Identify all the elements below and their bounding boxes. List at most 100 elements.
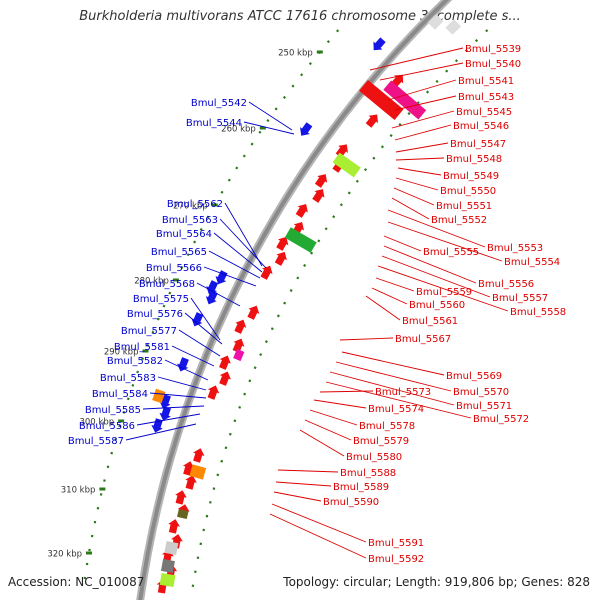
forward-label-leader [203, 266, 257, 287]
reverse-gene-label[interactable]: Bmul_5541 [458, 76, 514, 87]
reverse-gene-label[interactable]: Bmul_5546 [453, 121, 509, 132]
reverse-label-leader [377, 265, 509, 312]
forward-gene-label[interactable]: Bmul_5575 [133, 294, 189, 305]
reverse-gene-arrow [207, 385, 220, 400]
reverse-label-leader [394, 95, 457, 111]
reverse-gene-label[interactable]: Bmul_5540 [465, 59, 521, 70]
forward-gene-arrow [205, 290, 218, 305]
reverse-gene-label[interactable]: Bmul_5589 [333, 482, 389, 493]
forward-gene-label[interactable]: Bmul_5585 [85, 405, 141, 416]
scale-tick-mark [259, 126, 266, 130]
reverse-label-leader [391, 110, 455, 129]
forward-gene-label[interactable]: Bmul_5564 [156, 229, 212, 240]
forward-label-leader [164, 359, 209, 381]
reverse-gene-label[interactable]: Bmul_5578 [359, 421, 415, 432]
forward-gene-label[interactable]: Bmul_5577 [121, 326, 177, 337]
forward-gene-label[interactable]: Bmul_5542 [191, 98, 247, 109]
forward-gene-label[interactable]: Bmul_5584 [92, 389, 148, 400]
forward-gene-label[interactable]: Bmul_5581 [114, 342, 170, 353]
reverse-gene-label[interactable]: Bmul_5579 [353, 436, 409, 447]
forward-label-leader [142, 405, 205, 410]
reverse-gene-label[interactable]: Bmul_5571 [456, 401, 512, 412]
misc-feature-block [152, 388, 166, 404]
forward-gene-arrow [159, 406, 171, 421]
scale-tick-label: 310 kbp [61, 486, 96, 496]
forward-label-leader [219, 218, 267, 269]
reverse-label-leader [273, 491, 322, 502]
reverse-gene-label[interactable]: Bmul_5551 [436, 201, 492, 212]
reverse-label-leader [391, 197, 430, 220]
forward-label-leader [136, 413, 201, 426]
scale-tick-mark [172, 278, 179, 282]
reverse-gene-arrow [219, 371, 231, 386]
reverse-gene-label[interactable]: Bmul_5588 [340, 468, 396, 479]
reverse-gene-label[interactable]: Bmul_5574 [368, 404, 424, 415]
reverse-gene-arrow [219, 355, 231, 370]
reverse-gene-label[interactable]: Bmul_5547 [450, 139, 506, 150]
reverse-label-leader [277, 469, 339, 473]
reverse-gene-label[interactable]: Bmul_5554 [504, 257, 560, 268]
reverse-label-leader [371, 287, 408, 305]
reverse-gene-label[interactable]: Bmul_5558 [510, 307, 566, 318]
reverse-gene-label[interactable]: Bmul_5560 [409, 300, 465, 311]
misc-feature-block [332, 152, 361, 178]
forward-gene-arrow [215, 270, 228, 285]
forward-gene-label[interactable]: Bmul_5544 [186, 118, 242, 129]
forward-gene-label[interactable]: Bmul_5576 [127, 309, 183, 320]
reverse-label-leader [375, 277, 415, 292]
reverse-gene-label[interactable]: Bmul_5570 [453, 387, 509, 398]
forward-gene-label[interactable]: Bmul_5582 [107, 356, 163, 367]
forward-gene-label[interactable]: Bmul_5566 [146, 263, 202, 274]
reverse-gene-label[interactable]: Bmul_5545 [456, 107, 512, 118]
scale-tick-mark [99, 487, 106, 491]
reverse-gene-block [359, 79, 404, 121]
reverse-gene-arrow [247, 305, 260, 320]
reverse-gene-label[interactable]: Bmul_5552 [431, 215, 487, 226]
forward-gene-label[interactable]: Bmul_5562 [167, 199, 223, 210]
forward-label-leader [125, 423, 197, 441]
scale-tick-label: 280 kbp [134, 277, 169, 287]
forward-gene-label[interactable]: Bmul_5587 [68, 436, 124, 447]
reverse-gene-label[interactable]: Bmul_5553 [487, 243, 543, 254]
reverse-label-leader [271, 503, 367, 543]
reverse-gene-label[interactable]: Bmul_5573 [375, 387, 431, 398]
reverse-label-leader [365, 295, 401, 321]
reverse-gene-arrow [175, 490, 187, 505]
forward-gene-label[interactable]: Bmul_5565 [151, 247, 207, 258]
reverse-gene-label[interactable]: Bmul_5557 [492, 293, 548, 304]
reverse-gene-label[interactable]: Bmul_5555 [423, 247, 479, 258]
reverse-gene-arrow [232, 338, 245, 353]
forward-gene-arrow [177, 357, 189, 372]
gene-features-layer [151, 14, 462, 594]
reverse-label-leader [395, 142, 449, 153]
reverse-gene-label[interactable]: Bmul_5539 [465, 44, 521, 55]
reverse-gene-label[interactable]: Bmul_5569 [446, 371, 502, 382]
reverse-label-leader [341, 351, 445, 376]
reverse-gene-label[interactable]: Bmul_5567 [395, 334, 451, 345]
forward-label-leader [196, 282, 241, 307]
reverse-gene-label[interactable]: Bmul_5548 [446, 154, 502, 165]
reverse-gene-label[interactable]: Bmul_5591 [368, 538, 424, 549]
reverse-label-leader [313, 399, 367, 409]
pseudogene-block [383, 80, 427, 120]
reverse-gene-label[interactable]: Bmul_5561 [402, 316, 458, 327]
scale-tick-label: 320 kbp [47, 550, 82, 560]
forward-label-leader [178, 329, 221, 357]
reverse-label-leader [394, 124, 452, 141]
reverse-gene-label[interactable]: Bmul_5580 [346, 452, 402, 463]
reverse-gene-label[interactable]: Bmul_5592 [368, 554, 424, 565]
gene-labels-layer: Bmul_5539 Bmul_5540 Bmul_5541 Bmul_5543 Bmul… [68, 44, 566, 565]
forward-gene-label[interactable]: Bmul_5583 [100, 373, 156, 384]
forward-gene-label[interactable]: Bmul_5563 [162, 215, 218, 226]
reverse-gene-label[interactable]: Bmul_5543 [458, 92, 514, 103]
forward-label-leader [248, 101, 293, 131]
reverse-gene-label[interactable]: Bmul_5550 [440, 186, 496, 197]
forward-gene-label[interactable]: Bmul_5586 [79, 421, 135, 432]
reverse-gene-label[interactable]: Bmul_5590 [323, 497, 379, 508]
reverse-gene-label[interactable]: Bmul_5556 [478, 279, 534, 290]
forward-gene-arrow [373, 37, 386, 51]
reverse-gene-label[interactable]: Bmul_5549 [443, 171, 499, 182]
reverse-gene-label[interactable]: Bmul_5559 [416, 287, 472, 298]
reverse-gene-label[interactable]: Bmul_5572 [473, 414, 529, 425]
forward-gene-label[interactable]: Bmul_5568 [139, 279, 195, 290]
